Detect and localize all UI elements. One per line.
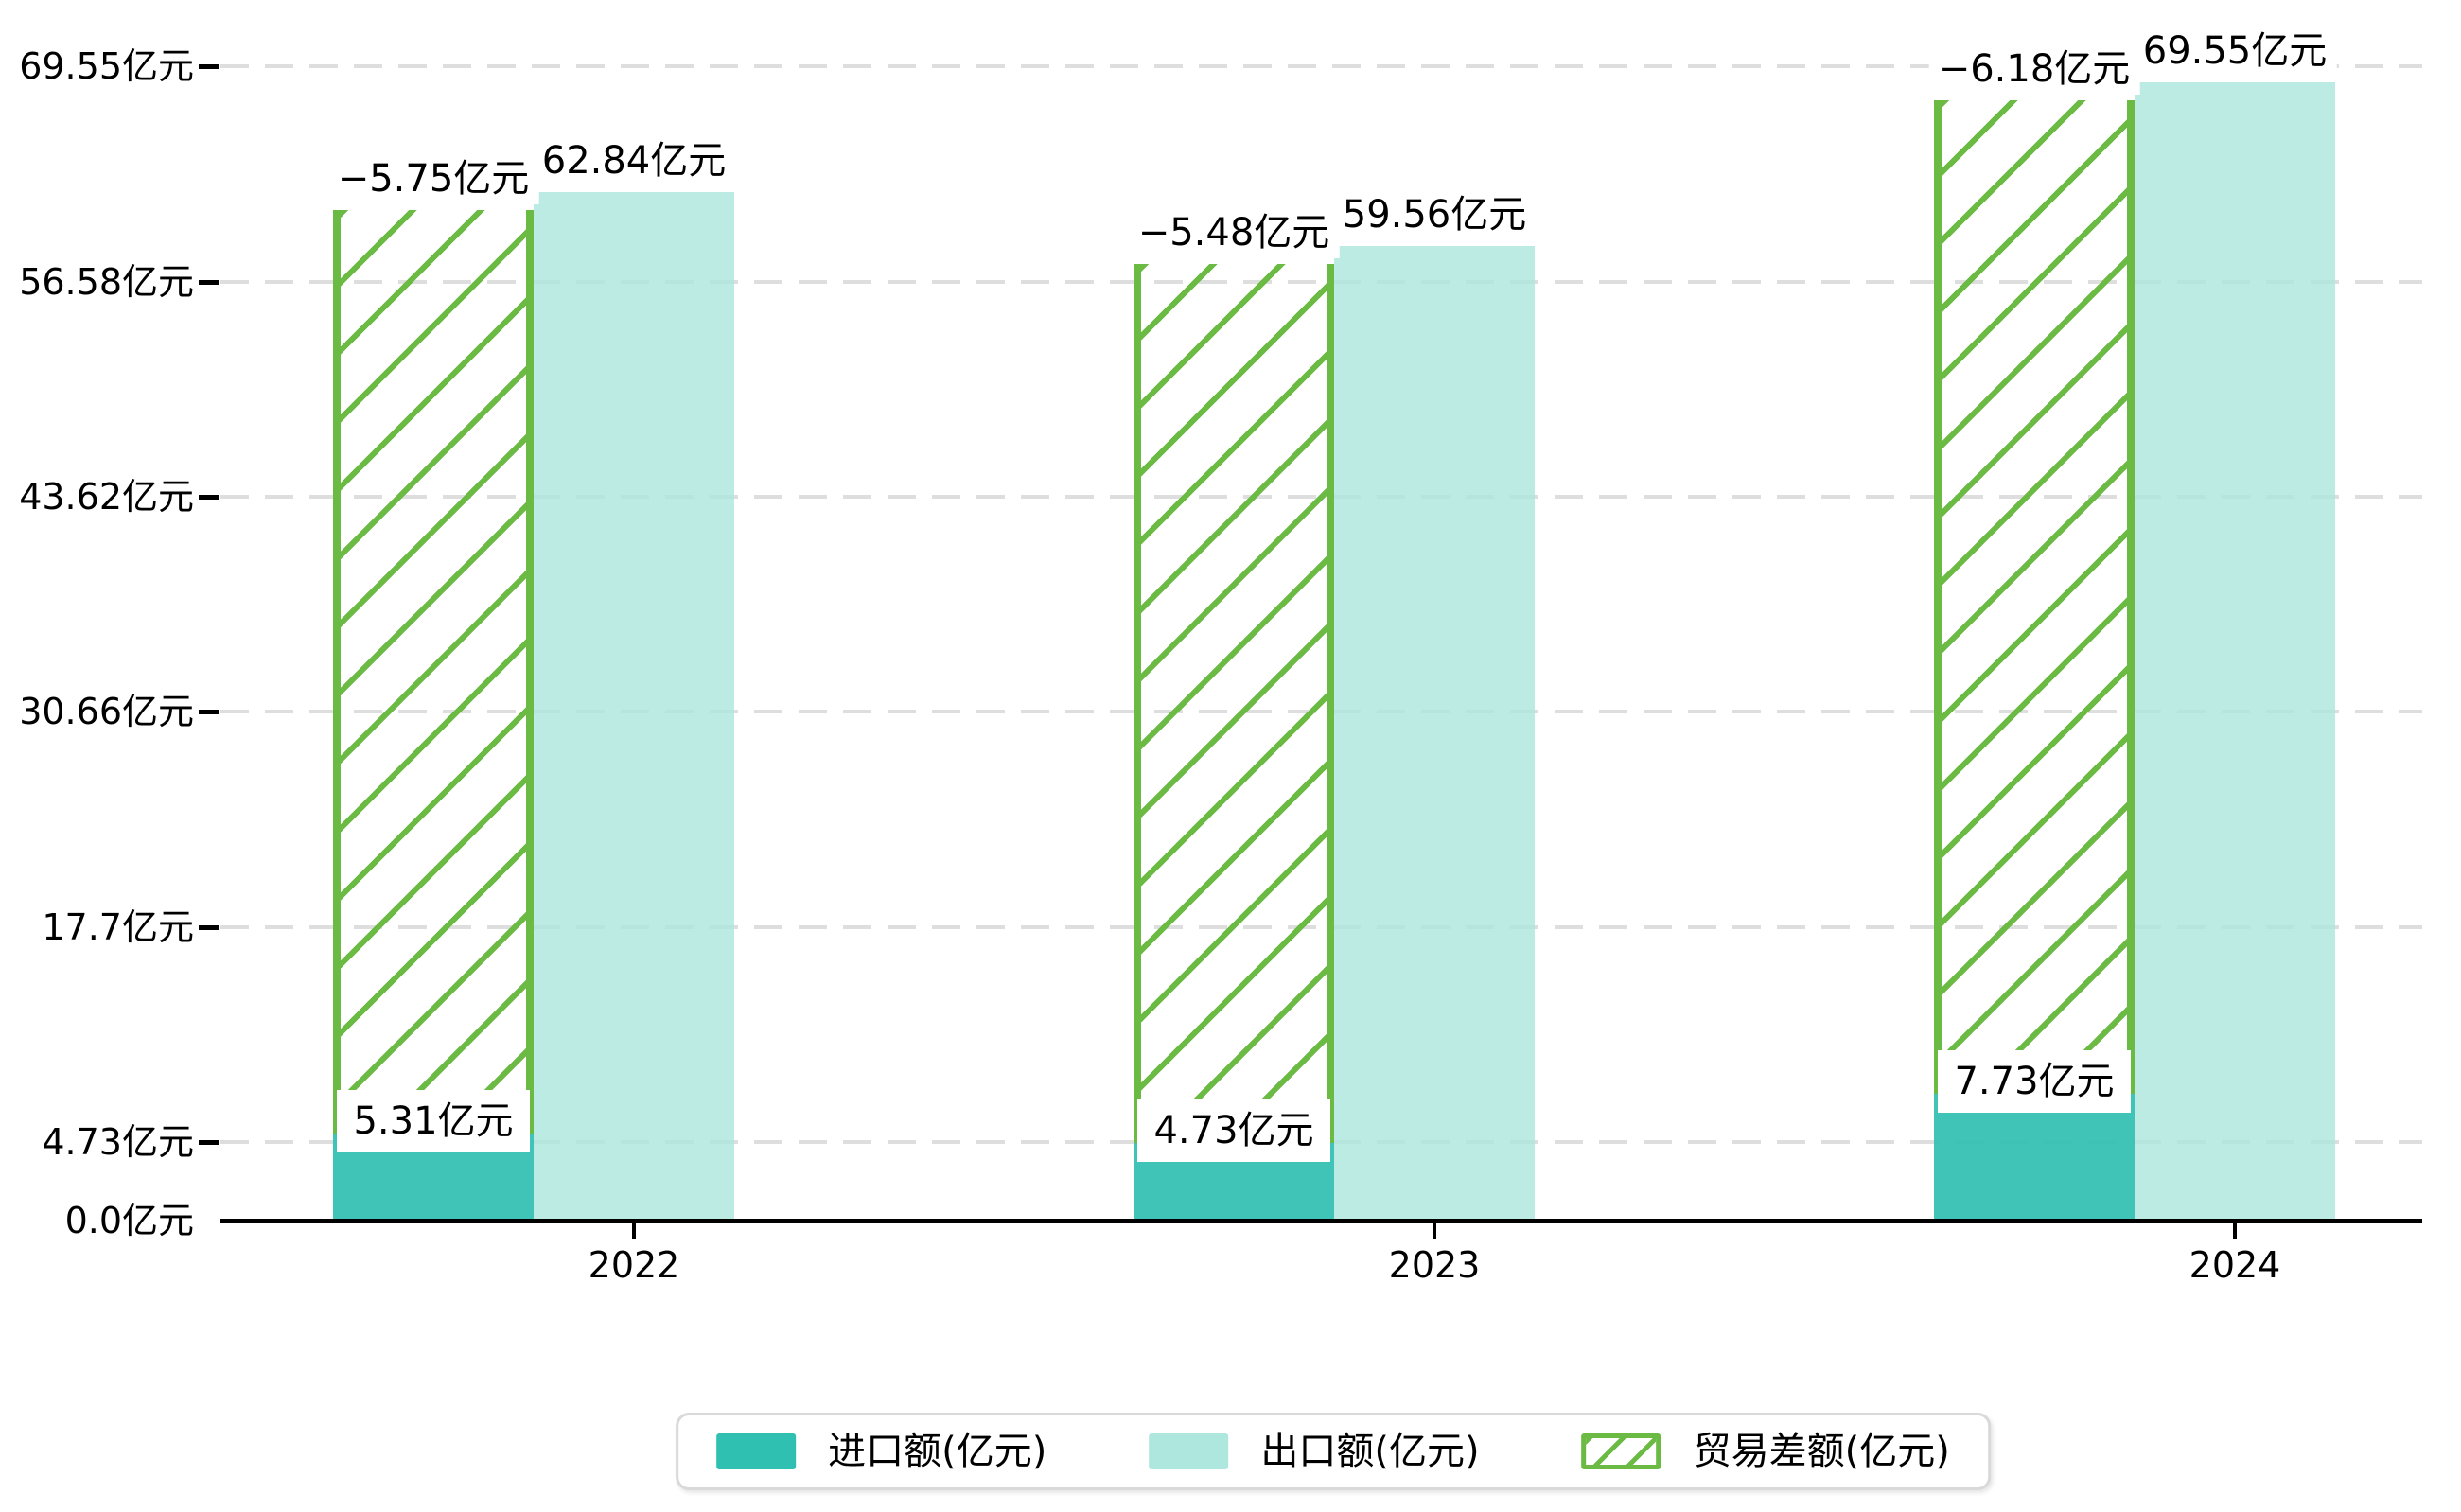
- bar-export[interactable]: [534, 191, 734, 1221]
- legend: 进口额(亿元) 出口额(亿元) 贸易差额(亿元): [676, 1413, 1991, 1490]
- x-axis-year-label: 2023: [1388, 1244, 1481, 1286]
- export-swatch: [1149, 1433, 1229, 1469]
- legend-label: 出口额(亿元): [1260, 1430, 1480, 1473]
- legend-item-import[interactable]: 进口额(亿元): [716, 1431, 1046, 1472]
- y-axis-tick-label: 17.7亿元: [42, 905, 194, 948]
- export-value-label: 62.84亿元: [532, 134, 736, 186]
- y-axis-tick-label: 43.62亿元: [19, 475, 194, 518]
- import-value-label: 7.73亿元: [1938, 1050, 2131, 1114]
- y-axis-tick: [199, 279, 219, 285]
- y-axis-tick-label: 4.73亿元: [42, 1121, 194, 1164]
- x-axis-tick: [632, 1223, 636, 1239]
- x-axis-year-label: 2022: [588, 1244, 680, 1286]
- y-axis-tick: [199, 924, 219, 930]
- bar-trade-balance[interactable]: [1934, 99, 2135, 1095]
- y-axis-tick: [199, 494, 219, 500]
- trade-balance-value-label: −5.75亿元: [327, 152, 539, 204]
- x-axis-year-label: 2024: [2189, 1244, 2281, 1286]
- y-axis-tick-label: 30.66亿元: [19, 691, 194, 733]
- legend-item-trade-balance[interactable]: 贸易差额(亿元): [1581, 1430, 1950, 1473]
- y-axis-tick: [199, 710, 219, 715]
- legend-label: 进口额(亿元): [828, 1430, 1047, 1473]
- trade-balance-hatch-swatch: [1581, 1433, 1661, 1469]
- plot-area: 0.0亿元 4.73亿元 17.7亿元 30.66亿元 43.62亿元 56.58亿元 69…: [19, 25, 2422, 1286]
- x-axis-line: [220, 1219, 2422, 1223]
- gridline: [220, 64, 2422, 69]
- y-axis-tick-label: 56.58亿元: [19, 260, 194, 303]
- export-value-label: 59.56亿元: [1332, 188, 1537, 240]
- y-axis-tick-label: 0.0亿元: [64, 1200, 194, 1241]
- y-axis-tick-label: 69.55亿元: [19, 45, 194, 88]
- bar-trade-balance[interactable]: [1134, 263, 1334, 1144]
- legend-label: 贸易差额(亿元): [1693, 1430, 1950, 1473]
- bar-export[interactable]: [2135, 81, 2335, 1221]
- bar-import[interactable]: [1934, 1094, 2135, 1221]
- x-axis-tick: [1433, 1223, 1436, 1239]
- bar-export[interactable]: [1334, 245, 1535, 1221]
- export-value-label: 69.55亿元: [2133, 25, 2337, 77]
- y-axis-tick: [199, 64, 219, 70]
- trade-balance-value-label: −6.18亿元: [1928, 43, 2140, 95]
- import-value-label: 4.73亿元: [1137, 1099, 1330, 1163]
- import-swatch: [716, 1433, 797, 1469]
- y-axis-tick: [199, 1140, 219, 1146]
- import-value-label: 5.31亿元: [337, 1090, 530, 1153]
- trade-balance-value-label: −5.48亿元: [1128, 206, 1340, 258]
- bar-trade-balance[interactable]: [333, 209, 534, 1134]
- x-axis-tick: [2233, 1223, 2237, 1239]
- legend-item-export[interactable]: 出口额(亿元): [1149, 1430, 1480, 1473]
